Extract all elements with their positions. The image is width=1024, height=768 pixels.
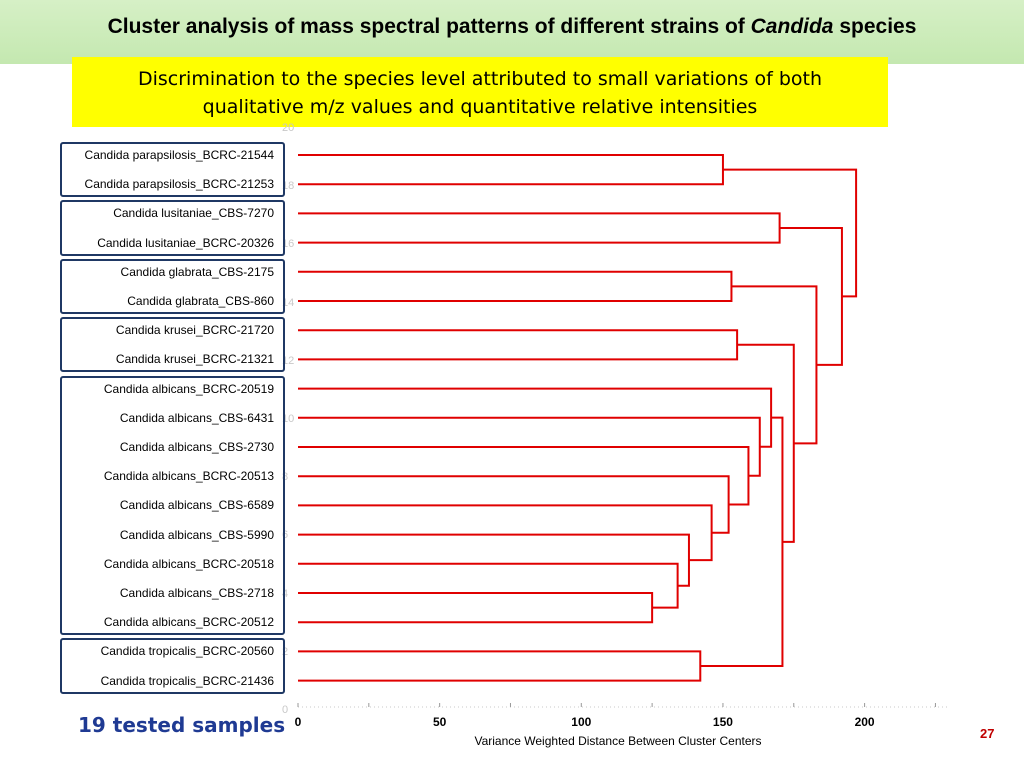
x-tick-label: 50 [433,715,447,729]
species-group-box [60,258,285,314]
ghost-y-tick: 0 [282,704,289,716]
dendrogram-link [298,650,702,682]
leaf-label: Candida albicans_CBS-6431 [119,410,274,425]
x-tick-label: 150 [713,715,733,729]
species-group-box [60,200,285,256]
leaf-label: Candida tropicalis_BCRC-20560 [100,644,274,659]
ghost-y-tick: 18 [282,180,295,193]
leaf-label: Candida lusitaniae_CBS-7270 [113,206,274,221]
tested-samples-label: 19 tested samples [78,713,286,737]
leaf-label: Candida albicans_BCRC-20512 [103,615,274,630]
dendrogram-link [298,592,654,624]
ghost-y-tick: 6 [282,529,289,542]
x-tick-label: 200 [855,715,875,729]
dendrogram-link [298,154,724,186]
x-axis-label: Variance Weighted Distance Between Clust… [474,734,761,748]
leaf-label: Candida glabrata_CBS-2175 [120,264,274,279]
title-main: Cluster analysis of mass spectral patter… [107,15,745,38]
leaf-label: Candida krusei_BCRC-21720 [115,323,274,338]
leaf-label: Candida albicans_BCRC-20519 [103,381,274,396]
leaf-label: Candida albicans_BCRC-20518 [103,556,274,571]
species-group-box [60,317,285,373]
leaf-label: Candida parapsilosis_BCRC-21544 [84,148,274,162]
ghost-y-tick: 4 [282,587,289,600]
species-group-box [60,142,285,198]
x-tick-label: 100 [571,715,591,729]
ghost-y-tick: 10 [282,413,295,425]
x-axis: 0 50 100 150 200 Variance Weighted Distance B… [295,703,950,748]
dendrogram-link [298,270,733,302]
species-group-box [60,375,285,636]
slide-title: Cluster analysis of mass spectral patter… [0,15,1024,39]
subtitle-line-1: Discrimination to the species level attr… [137,68,823,90]
leaf-label: Candida lusitaniae_BCRC-20326 [97,235,274,250]
leaf-label: Candida albicans_CBS-2718 [119,586,274,600]
leaf-label: Candida krusei_BCRC-21321 [115,352,274,367]
ghost-y-tick: 20 [282,122,295,134]
ghost-y-tick: 12 [282,354,295,367]
leaf-label: Candida tropicalis_BCRC-21436 [100,673,274,688]
subtitle-line-2: qualitative m/z values and quantitative … [202,96,758,118]
ghost-y-tick: 8 [282,471,289,484]
leaf-label: Candida parapsilosis_BCRC-21253 [84,177,274,192]
leaf-label: Candida albicans_CBS-2730 [119,440,274,454]
dendrogram-link [298,329,739,361]
title-bar [0,0,1024,64]
dendrogram-link [731,285,818,445]
dendrogram-link [298,504,713,562]
ghost-y-tick: 2 [282,645,289,658]
title-italic: Candida [750,15,834,38]
ghost-y-tick: 16 [282,238,295,251]
subtitle-box: Discrimination to the species level attr… [72,57,888,127]
dendrogram-link [737,343,795,543]
leaf-label: Candida glabrata_CBS-860 [127,294,274,308]
leaf-label: Candida albicans_BCRC-20513 [103,469,274,484]
dendrogram-link [722,168,858,298]
ghost-y-tick: 14 [282,296,295,309]
species-group-box [60,638,285,694]
leaf-label: Candida albicans_CBS-6589 [119,498,274,513]
dendrogram-links [298,154,858,682]
dendrogram-link [298,533,690,587]
leaf-label: Candida albicans_CBS-5990 [119,527,274,542]
title-end: species [839,15,917,38]
page-number: 27 [980,726,995,741]
dendrogram-link [298,212,781,244]
x-tick-label: 0 [295,715,302,729]
dendrogram-link [298,562,679,609]
